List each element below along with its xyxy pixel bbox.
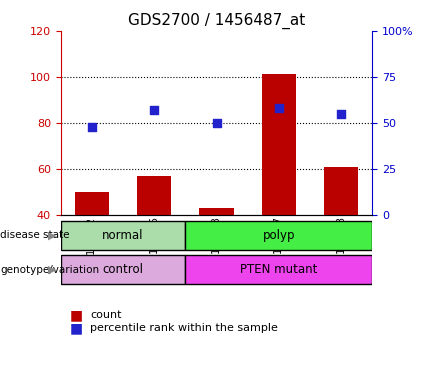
Title: GDS2700 / 1456487_at: GDS2700 / 1456487_at (128, 13, 305, 29)
Text: percentile rank within the sample: percentile rank within the sample (90, 323, 278, 333)
Bar (74, 192, 109, 215)
Bar (185, 255, 372, 285)
Text: PTEN mutant: PTEN mutant (240, 263, 317, 276)
Bar (61, 255, 185, 285)
Bar (185, 220, 372, 250)
Point (88, 124, 95, 130)
Text: normal: normal (102, 229, 144, 242)
Text: ▶: ▶ (48, 265, 56, 275)
Text: count: count (90, 310, 122, 320)
Bar (137, 176, 171, 215)
Text: genotype/variation: genotype/variation (0, 265, 100, 275)
Bar (324, 167, 359, 215)
Point (151, 107, 158, 113)
Point (338, 111, 345, 117)
Text: disease state: disease state (0, 230, 70, 240)
Text: ■: ■ (69, 321, 82, 335)
Point (213, 120, 220, 126)
Text: ▶: ▶ (48, 230, 56, 240)
Text: control: control (103, 263, 143, 276)
Bar (262, 74, 296, 215)
Bar (199, 208, 234, 215)
Text: ■: ■ (69, 308, 82, 322)
Bar (61, 220, 185, 250)
Text: polyp: polyp (262, 229, 295, 242)
Point (275, 105, 282, 111)
